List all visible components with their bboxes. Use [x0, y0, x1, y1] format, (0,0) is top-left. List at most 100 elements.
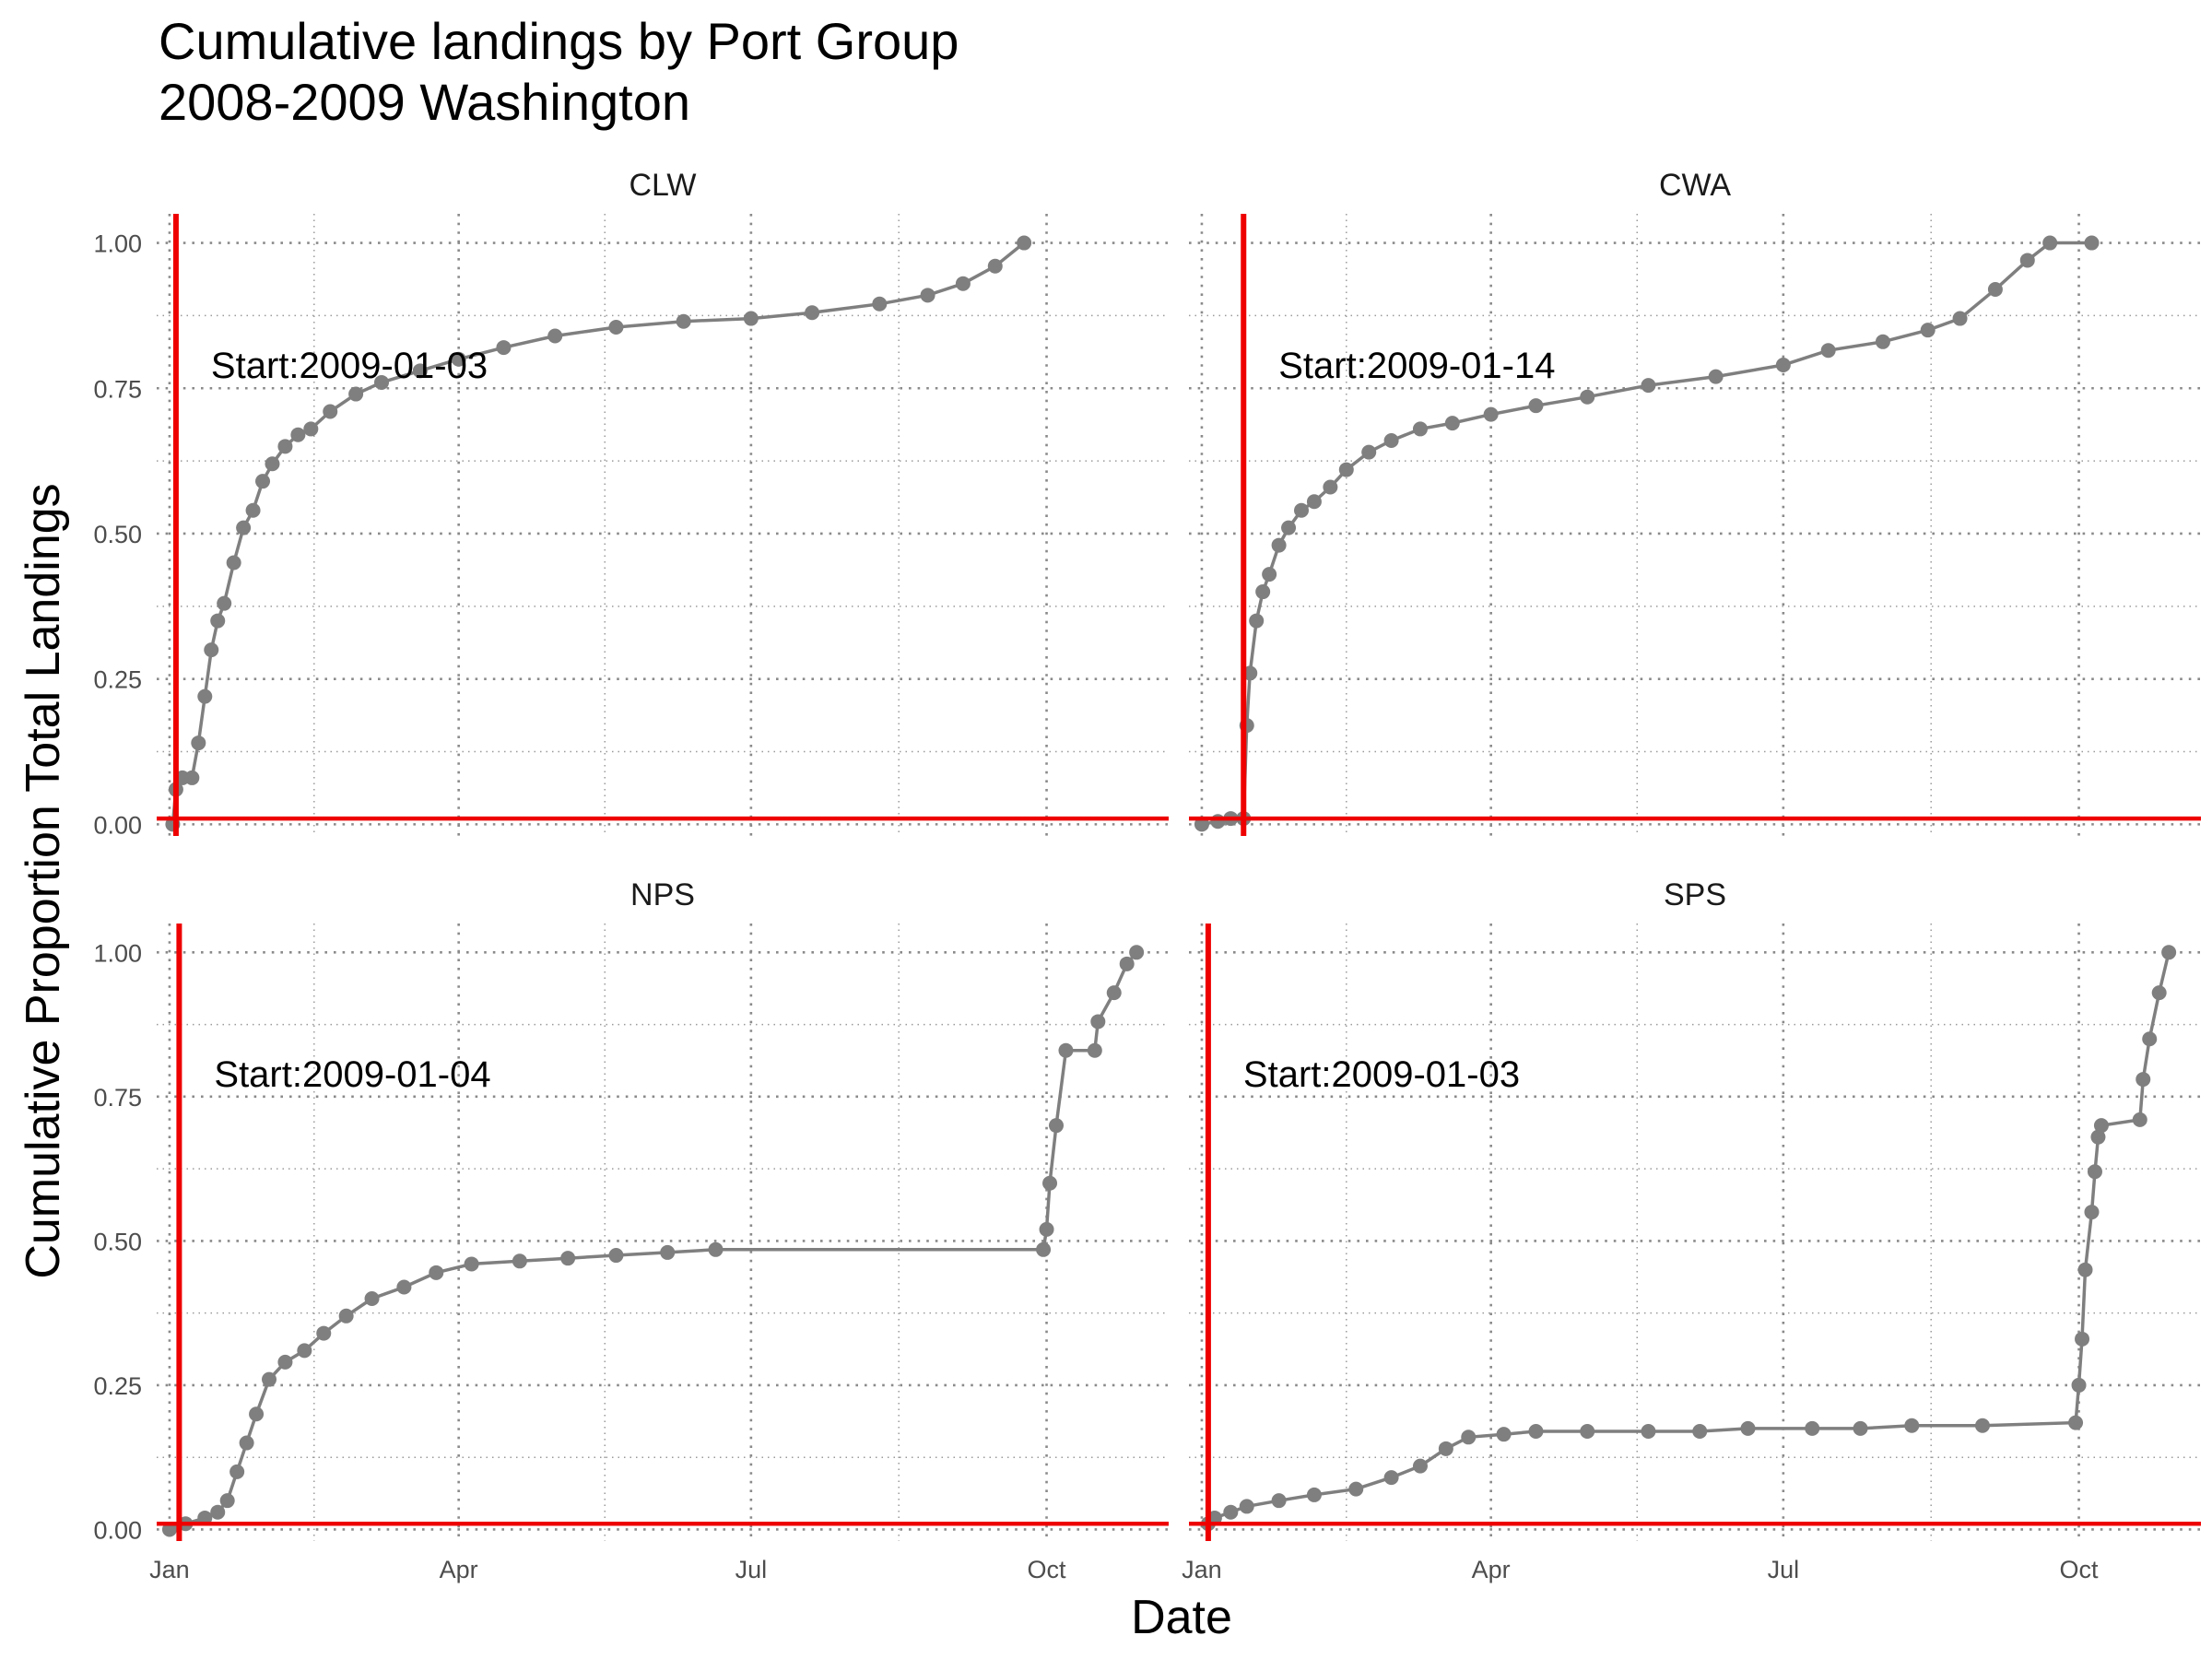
- data-point: [1708, 369, 1724, 384]
- data-point: [1580, 389, 1595, 405]
- data-point: [1036, 1241, 1052, 1257]
- data-point: [316, 1325, 332, 1341]
- data-point: [210, 613, 226, 629]
- data-point: [1129, 945, 1145, 960]
- data-point: [1306, 494, 1322, 510]
- data-point: [210, 1504, 226, 1520]
- y-tick-label: 0.75: [93, 375, 142, 403]
- data-point: [2151, 985, 2167, 1001]
- data-point: [277, 1354, 293, 1370]
- data-point: [2132, 1112, 2147, 1127]
- data-point: [1239, 1499, 1254, 1514]
- data-point: [1580, 1424, 1595, 1440]
- data-point: [608, 320, 624, 335]
- data-point: [708, 1241, 724, 1257]
- data-point: [2161, 945, 2177, 960]
- data-point: [1412, 1458, 1428, 1474]
- data-point: [2142, 1031, 2158, 1047]
- data-point: [1262, 567, 1277, 582]
- data-point: [364, 1291, 380, 1307]
- x-tick-label: Jul: [735, 1556, 768, 1583]
- data-point: [239, 1435, 254, 1451]
- data-point: [1528, 398, 1544, 414]
- x-tick-label: Jul: [1768, 1556, 1800, 1583]
- data-point: [2084, 1205, 2100, 1220]
- data-point: [1904, 1418, 1920, 1433]
- data-point: [1775, 358, 1791, 373]
- data-point: [1974, 1418, 1990, 1433]
- data-point: [608, 1248, 624, 1264]
- data-point: [323, 404, 338, 419]
- x-tick-label: Oct: [2060, 1556, 2100, 1583]
- data-point: [2136, 1072, 2151, 1088]
- y-tick-label: 0.75: [93, 1084, 142, 1112]
- data-point: [277, 439, 293, 454]
- data-point: [262, 1371, 276, 1387]
- data-point: [1271, 537, 1287, 553]
- data-point: [303, 421, 319, 437]
- data-point: [2071, 1377, 2087, 1393]
- data-point: [496, 340, 512, 356]
- data-point: [1383, 433, 1399, 449]
- data-point: [197, 1510, 213, 1525]
- data-point: [1210, 814, 1226, 830]
- series-line-cwa: [1201, 241, 2092, 827]
- data-point: [2093, 1118, 2109, 1134]
- data-point: [2019, 253, 2035, 268]
- data-point: [1039, 1221, 1054, 1237]
- panel-nps: NPS 0.00 0.25 0.50 0.75 1.00 Jan Apr Jul Oct Start…: [93, 877, 1169, 1583]
- data-point: [1987, 282, 2003, 298]
- y-tick-label: 0.25: [93, 1372, 142, 1400]
- data-point: [1853, 1420, 1868, 1436]
- data-point: [297, 1343, 312, 1359]
- data-point: [1281, 520, 1297, 535]
- data-point: [1461, 1430, 1477, 1445]
- data-point: [1805, 1420, 1820, 1436]
- data-point: [872, 296, 888, 312]
- data-point: [2068, 1415, 2084, 1430]
- start-annotation: Start:2009-01-03: [211, 346, 488, 386]
- data-point: [255, 474, 271, 489]
- data-point: [1338, 462, 1354, 477]
- data-point: [1383, 1470, 1399, 1486]
- data-point: [412, 363, 428, 379]
- data-point: [676, 313, 691, 329]
- x-tick-label: Jan: [149, 1556, 190, 1583]
- data-point: [1049, 1118, 1064, 1134]
- data-point: [1090, 1014, 1106, 1030]
- y-tick-label: 1.00: [93, 230, 142, 258]
- y-axis-title: Cumulative Proportion Total Landings: [17, 483, 70, 1278]
- data-point: [197, 688, 213, 704]
- chart-title: Cumulative landings by Port Group: [159, 12, 959, 70]
- data-point: [374, 374, 389, 390]
- data-point: [1348, 1481, 1364, 1497]
- data-point: [451, 351, 466, 367]
- data-point: [1294, 502, 1309, 518]
- x-tick-label: Oct: [1028, 1556, 1067, 1583]
- data-point: [1438, 1441, 1453, 1456]
- data-point: [920, 288, 935, 303]
- data-point: [2075, 1331, 2090, 1347]
- data-point: [1323, 479, 1338, 495]
- panel-label: SPS: [1664, 877, 1726, 912]
- data-point: [1875, 334, 1890, 349]
- data-point: [1306, 1487, 1322, 1502]
- data-point: [1641, 1424, 1656, 1440]
- data-point: [987, 258, 1003, 274]
- data-point: [1087, 1042, 1102, 1058]
- data-point: [161, 1522, 177, 1537]
- data-point: [512, 1253, 527, 1269]
- panel-label: CWA: [1659, 168, 1731, 203]
- data-point: [429, 1265, 444, 1280]
- data-point: [338, 1308, 354, 1324]
- panel-label: NPS: [630, 877, 695, 912]
- data-point: [2087, 1164, 2102, 1180]
- y-tick-label: 1.00: [93, 939, 142, 967]
- data-point: [2077, 1262, 2093, 1277]
- y-tick-label: 0.25: [93, 666, 142, 694]
- data-point: [348, 386, 364, 402]
- x-tick-label: Apr: [1472, 1556, 1511, 1583]
- data-point: [743, 311, 759, 326]
- x-tick-label: Apr: [440, 1556, 478, 1583]
